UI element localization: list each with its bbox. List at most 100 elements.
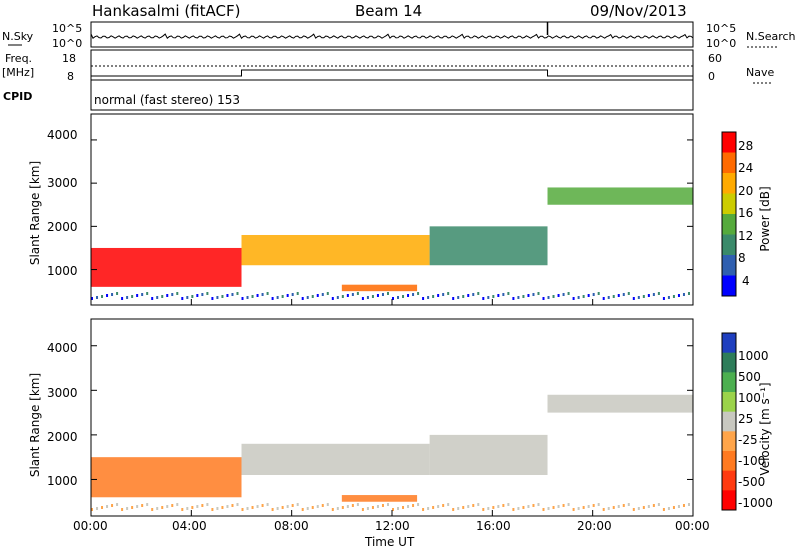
power-clutter (467, 294, 470, 297)
velocity-colorbar-swatch (722, 352, 736, 373)
x-tick: 08:00 (274, 519, 309, 533)
velocity-clutter (186, 507, 189, 510)
power-clutter (266, 292, 269, 295)
velocity-clutter (437, 505, 440, 508)
power-colorbar-swatch (722, 173, 736, 194)
power-clutter (346, 294, 349, 297)
velocity-clutter (106, 505, 109, 508)
velocity-clutter (146, 503, 149, 506)
velocity-clutter (236, 503, 239, 506)
velocity-clutter (402, 506, 405, 509)
beam-title: Beam 14 (355, 2, 423, 20)
power-clutter (402, 295, 405, 298)
velocity-clutter (306, 507, 309, 510)
velocity-clutter (231, 504, 234, 507)
velocity-clutter (96, 507, 99, 510)
velocity-clutter (336, 507, 339, 510)
velocity-clutter (181, 508, 184, 511)
velocity-clutter (512, 508, 515, 511)
power-cbar-tick: 12 (738, 229, 754, 243)
power-clutter (236, 292, 239, 295)
velocity-clutter (286, 505, 289, 508)
velocity-clutter (392, 508, 394, 511)
velocity-clutter (552, 506, 555, 509)
power-clutter (622, 293, 625, 296)
velocity-clutter (407, 505, 410, 508)
velocity-clutter (271, 508, 274, 511)
velocity-clutter (161, 506, 164, 509)
power-clutter (341, 295, 344, 298)
power-clutter (522, 295, 525, 298)
power-cbar-tick: 8 (738, 251, 746, 265)
velocity-clutter (301, 508, 304, 511)
nsearch-tick-bottom: 10^0 (706, 37, 737, 50)
velocity-clutter (321, 504, 324, 507)
velocity-clutter (622, 504, 625, 507)
power-clutter (256, 294, 259, 297)
power-colorbar-swatch (722, 132, 736, 153)
power-clutter (306, 296, 309, 299)
velocity-clutter (166, 505, 169, 508)
nsky-tick-top: 10^5 (52, 22, 83, 35)
velocity-clutter (91, 508, 93, 511)
velocity-clutter (677, 505, 680, 508)
nave-tick-bottom: 0 (708, 70, 715, 83)
power-ytick: 2000 (47, 220, 78, 234)
power-ytick: 1000 (47, 264, 78, 278)
velocity-clutter (667, 507, 670, 510)
x-tick: 20:00 (577, 519, 612, 533)
velocity-clutter (211, 508, 214, 511)
velocity-clutter (632, 508, 635, 511)
velocity-colorbar-swatch (722, 490, 736, 511)
velocity-ylabel: Slant Range [km] (28, 372, 42, 478)
velocity-clutter (477, 503, 480, 506)
velocity-clutter (592, 504, 595, 507)
velocity-ytick: 2000 (47, 430, 78, 444)
power-clutter (161, 295, 164, 298)
power-clutter (617, 294, 620, 297)
velocity-clutter (266, 503, 269, 506)
power-clutter (407, 294, 410, 297)
power-clutter (567, 292, 570, 295)
power-colorbar-swatch (722, 275, 736, 297)
power-clutter (462, 295, 465, 298)
power-clutter (452, 297, 455, 300)
power-clutter (231, 293, 234, 296)
nsky-label: N.Sky (2, 30, 34, 43)
power-clutter (457, 296, 460, 299)
power-clutter (432, 295, 435, 298)
velocity-clutter (642, 506, 645, 509)
velocity-clutter (502, 504, 505, 507)
power-cbar-label: Power [dB] (758, 186, 772, 252)
power-clutter (477, 292, 480, 295)
power-clutter (371, 295, 374, 298)
date-title: 09/Nov/2013 (590, 2, 687, 20)
velocity-clutter (577, 507, 580, 510)
power-clutter (296, 292, 299, 295)
velocity-clutter (542, 508, 545, 511)
velocity-clutter (241, 508, 244, 511)
power-clutter (687, 292, 690, 295)
velocity-colorbar-swatch (722, 470, 736, 491)
velocity-ytick: 4000 (47, 341, 78, 355)
power-clutter (602, 297, 605, 300)
velocity-clutter (276, 507, 279, 510)
velocity-clutter (316, 505, 319, 508)
power-clutter (211, 297, 214, 300)
power-clutter (412, 293, 415, 296)
power-colorbar-swatch (722, 255, 736, 276)
velocity-region (241, 443, 430, 475)
velocity-clutter (196, 505, 199, 508)
velocity-clutter (472, 504, 475, 507)
power-clutter (366, 296, 369, 299)
velocity-region (341, 495, 418, 502)
velocity-clutter (537, 503, 540, 506)
velocity-colorbar-swatch (722, 372, 736, 393)
velocity-region (91, 457, 242, 498)
velocity-clutter (251, 506, 254, 509)
velocity-clutter (116, 503, 119, 506)
power-clutter (662, 297, 665, 300)
velocity-cbar-tick: -500 (738, 475, 766, 489)
velocity-cbar-tick: 1000 (738, 349, 769, 363)
